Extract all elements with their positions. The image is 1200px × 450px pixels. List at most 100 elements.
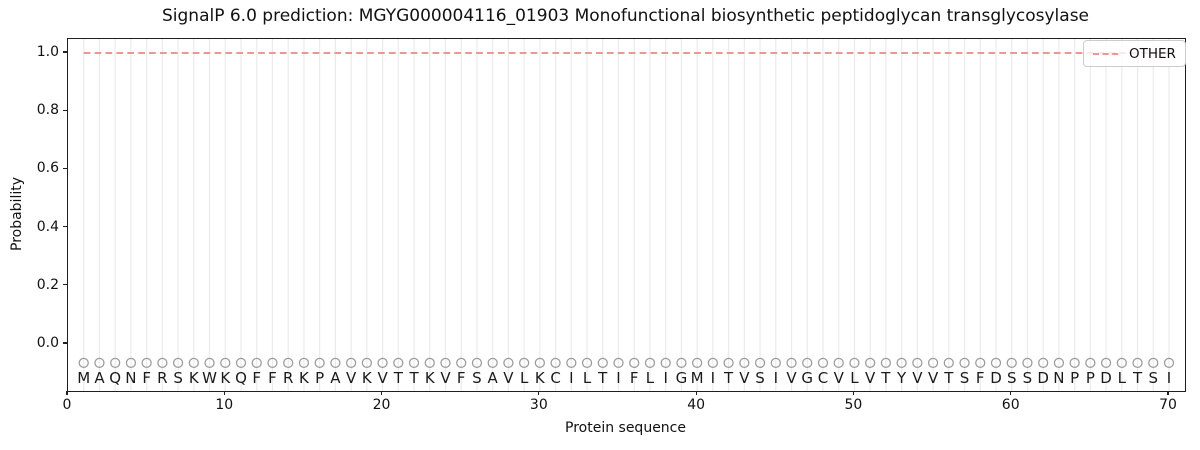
residue-marker bbox=[1069, 357, 1080, 369]
x-tick-mark bbox=[695, 391, 697, 395]
residue-marker bbox=[1038, 357, 1049, 369]
residue-marker bbox=[849, 357, 860, 369]
residue-marker bbox=[345, 357, 357, 369]
residue-marker bbox=[896, 357, 907, 369]
residue-letter: K bbox=[362, 369, 373, 387]
residue-letter: V bbox=[346, 369, 357, 387]
residue-marker bbox=[503, 357, 514, 369]
residue-letter: T bbox=[597, 369, 608, 387]
residue-letter: L bbox=[1118, 369, 1127, 387]
residue-marker bbox=[251, 357, 262, 369]
residue-marker bbox=[817, 357, 829, 369]
residue-marker bbox=[1006, 357, 1017, 369]
residue-marker bbox=[377, 357, 388, 369]
y-tick-label: 1.0 bbox=[36, 44, 59, 60]
x-tick-mark bbox=[1010, 391, 1012, 395]
x-tick-mark bbox=[538, 391, 540, 395]
y-tick-mark bbox=[63, 226, 67, 228]
residue-marker bbox=[1053, 357, 1065, 369]
residue-letter: A bbox=[330, 369, 341, 387]
residue-letter: K bbox=[220, 369, 231, 387]
residue-marker bbox=[912, 357, 923, 369]
residue-marker bbox=[330, 357, 341, 369]
residue-letter: P bbox=[315, 369, 324, 387]
legend-dashed-line-icon bbox=[1093, 52, 1121, 55]
residue-letter: I bbox=[616, 369, 620, 387]
residue-letter: F bbox=[252, 369, 261, 387]
residue-marker bbox=[581, 357, 593, 369]
residue-marker bbox=[1148, 357, 1159, 369]
legend: OTHER bbox=[1083, 40, 1186, 67]
residue-marker bbox=[361, 357, 372, 369]
residue-letter: Q bbox=[109, 369, 121, 387]
residue-marker bbox=[943, 357, 954, 369]
residue-letter: F bbox=[630, 369, 639, 387]
residue-letter: V bbox=[440, 369, 451, 387]
x-tick-label: 10 bbox=[215, 397, 234, 413]
residue-letter: I bbox=[711, 369, 715, 387]
residue-marker bbox=[660, 357, 671, 369]
residue-marker bbox=[833, 357, 844, 369]
residue-marker bbox=[613, 357, 624, 369]
residue-letter: T bbox=[943, 369, 954, 387]
residue-marker bbox=[157, 357, 168, 369]
residue-marker bbox=[1100, 357, 1112, 369]
residue-letter: F bbox=[457, 369, 466, 387]
residue-letter: M bbox=[691, 369, 704, 387]
residue-marker bbox=[408, 357, 420, 369]
gridlines bbox=[83, 39, 1170, 391]
residue-letter: D bbox=[1037, 369, 1049, 387]
residue-letter: K bbox=[299, 369, 310, 387]
residue-marker bbox=[770, 357, 781, 369]
residue-letter: V bbox=[865, 369, 876, 387]
residue-marker bbox=[235, 357, 247, 369]
residue-letter: V bbox=[786, 369, 797, 387]
residue-marker bbox=[519, 357, 530, 369]
residue-letter: A bbox=[94, 369, 105, 387]
residue-marker bbox=[880, 357, 892, 369]
residue-marker bbox=[172, 357, 184, 369]
residue-letter: I bbox=[663, 369, 667, 387]
residue-marker bbox=[1132, 357, 1143, 369]
x-tick-label: 30 bbox=[529, 397, 548, 413]
residue-letter: P bbox=[1086, 369, 1095, 387]
residue-letter: S bbox=[173, 369, 183, 387]
residue-letter: V bbox=[834, 369, 845, 387]
residue-letter: L bbox=[583, 369, 592, 387]
residue-marker bbox=[1022, 357, 1033, 369]
x-tick-label: 50 bbox=[844, 397, 863, 413]
residue-letter: A bbox=[488, 369, 499, 387]
residue-letter: C bbox=[550, 369, 560, 387]
residue-marker bbox=[975, 357, 986, 369]
residue-letter: S bbox=[960, 369, 970, 387]
residue-letter: I bbox=[1167, 369, 1171, 387]
legend-label-other: OTHER bbox=[1129, 45, 1176, 62]
residue-letter: K bbox=[425, 369, 436, 387]
residue-letter: Y bbox=[896, 369, 907, 387]
y-axis-label: Probability bbox=[9, 176, 25, 252]
residue-letter: T bbox=[393, 369, 404, 387]
residue-marker bbox=[692, 357, 703, 369]
y-tick-label: 0.6 bbox=[36, 160, 59, 177]
residue-letter: I bbox=[569, 369, 573, 387]
residue-marker bbox=[629, 357, 640, 369]
residue-marker bbox=[739, 357, 750, 369]
chart-title: SignalP 6.0 prediction: MGYG000004116_01… bbox=[161, 6, 1090, 26]
residue-letter: R bbox=[283, 369, 293, 387]
residue-marker bbox=[283, 357, 294, 369]
residue-letter: F bbox=[142, 369, 151, 387]
residue-marker bbox=[471, 357, 483, 369]
residue-marker bbox=[786, 357, 797, 369]
residue-letter: V bbox=[912, 369, 923, 387]
x-tick-label: 40 bbox=[687, 397, 706, 413]
x-tick-mark bbox=[223, 391, 225, 395]
residue-marker bbox=[267, 357, 278, 369]
y-tick-label: 0.2 bbox=[36, 276, 59, 293]
residue-marker bbox=[865, 357, 876, 369]
residue-marker bbox=[456, 357, 467, 369]
residue-letter: W bbox=[202, 369, 217, 387]
residue-letter: S bbox=[1023, 369, 1033, 387]
y-tick-mark bbox=[63, 167, 67, 169]
residue-letter: L bbox=[520, 369, 529, 387]
residue-letter: T bbox=[1132, 369, 1143, 387]
